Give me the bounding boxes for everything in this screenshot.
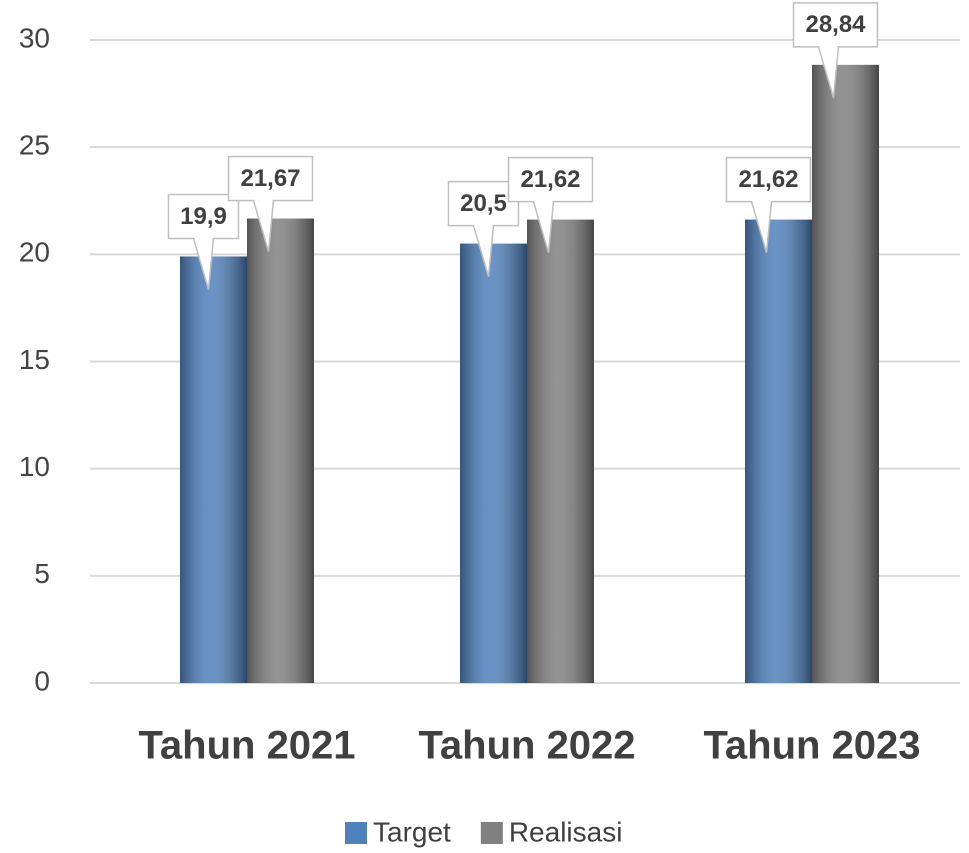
- legend-swatch: [480, 822, 503, 844]
- value-label: 21,62: [520, 166, 580, 193]
- callout-join: [474, 223, 493, 228]
- bar-shade: [180, 256, 247, 683]
- callout-join: [534, 199, 553, 204]
- y-tick-label: 0: [34, 665, 50, 696]
- x-tick-label: Tahun 2022: [418, 724, 635, 768]
- value-label: 21,67: [240, 165, 300, 192]
- callout-join: [254, 198, 273, 203]
- callout-join: [752, 199, 771, 204]
- x-tick-label: Tahun 2021: [138, 724, 355, 768]
- legend-label: Realisasi: [509, 816, 623, 847]
- legend-label: Target: [373, 816, 451, 847]
- y-tick-label: 25: [19, 130, 50, 161]
- callout-join: [194, 236, 213, 241]
- y-tick-label: 5: [34, 558, 50, 589]
- bar-shade: [527, 219, 594, 683]
- bar-shade: [812, 64, 879, 683]
- y-tick-label: 10: [19, 451, 50, 482]
- callout-box: [167, 193, 240, 240]
- value-label: 19,9: [180, 203, 227, 230]
- callout-box: [507, 156, 594, 203]
- value-label: 28,84: [805, 11, 866, 38]
- bar-shade: [247, 218, 314, 683]
- x-tick-label: Tahun 2023: [703, 724, 920, 768]
- value-label: 20,5: [460, 190, 507, 217]
- y-tick-label: 20: [19, 237, 50, 268]
- callout-join: [819, 44, 838, 49]
- legend-swatch: [345, 822, 367, 844]
- bar-shade: [745, 219, 812, 683]
- y-tick-label: 15: [19, 344, 50, 375]
- callout-box: [725, 156, 812, 203]
- value-label: 21,62: [738, 166, 798, 193]
- bar-shade: [460, 243, 527, 683]
- y-tick-label: 30: [19, 22, 50, 53]
